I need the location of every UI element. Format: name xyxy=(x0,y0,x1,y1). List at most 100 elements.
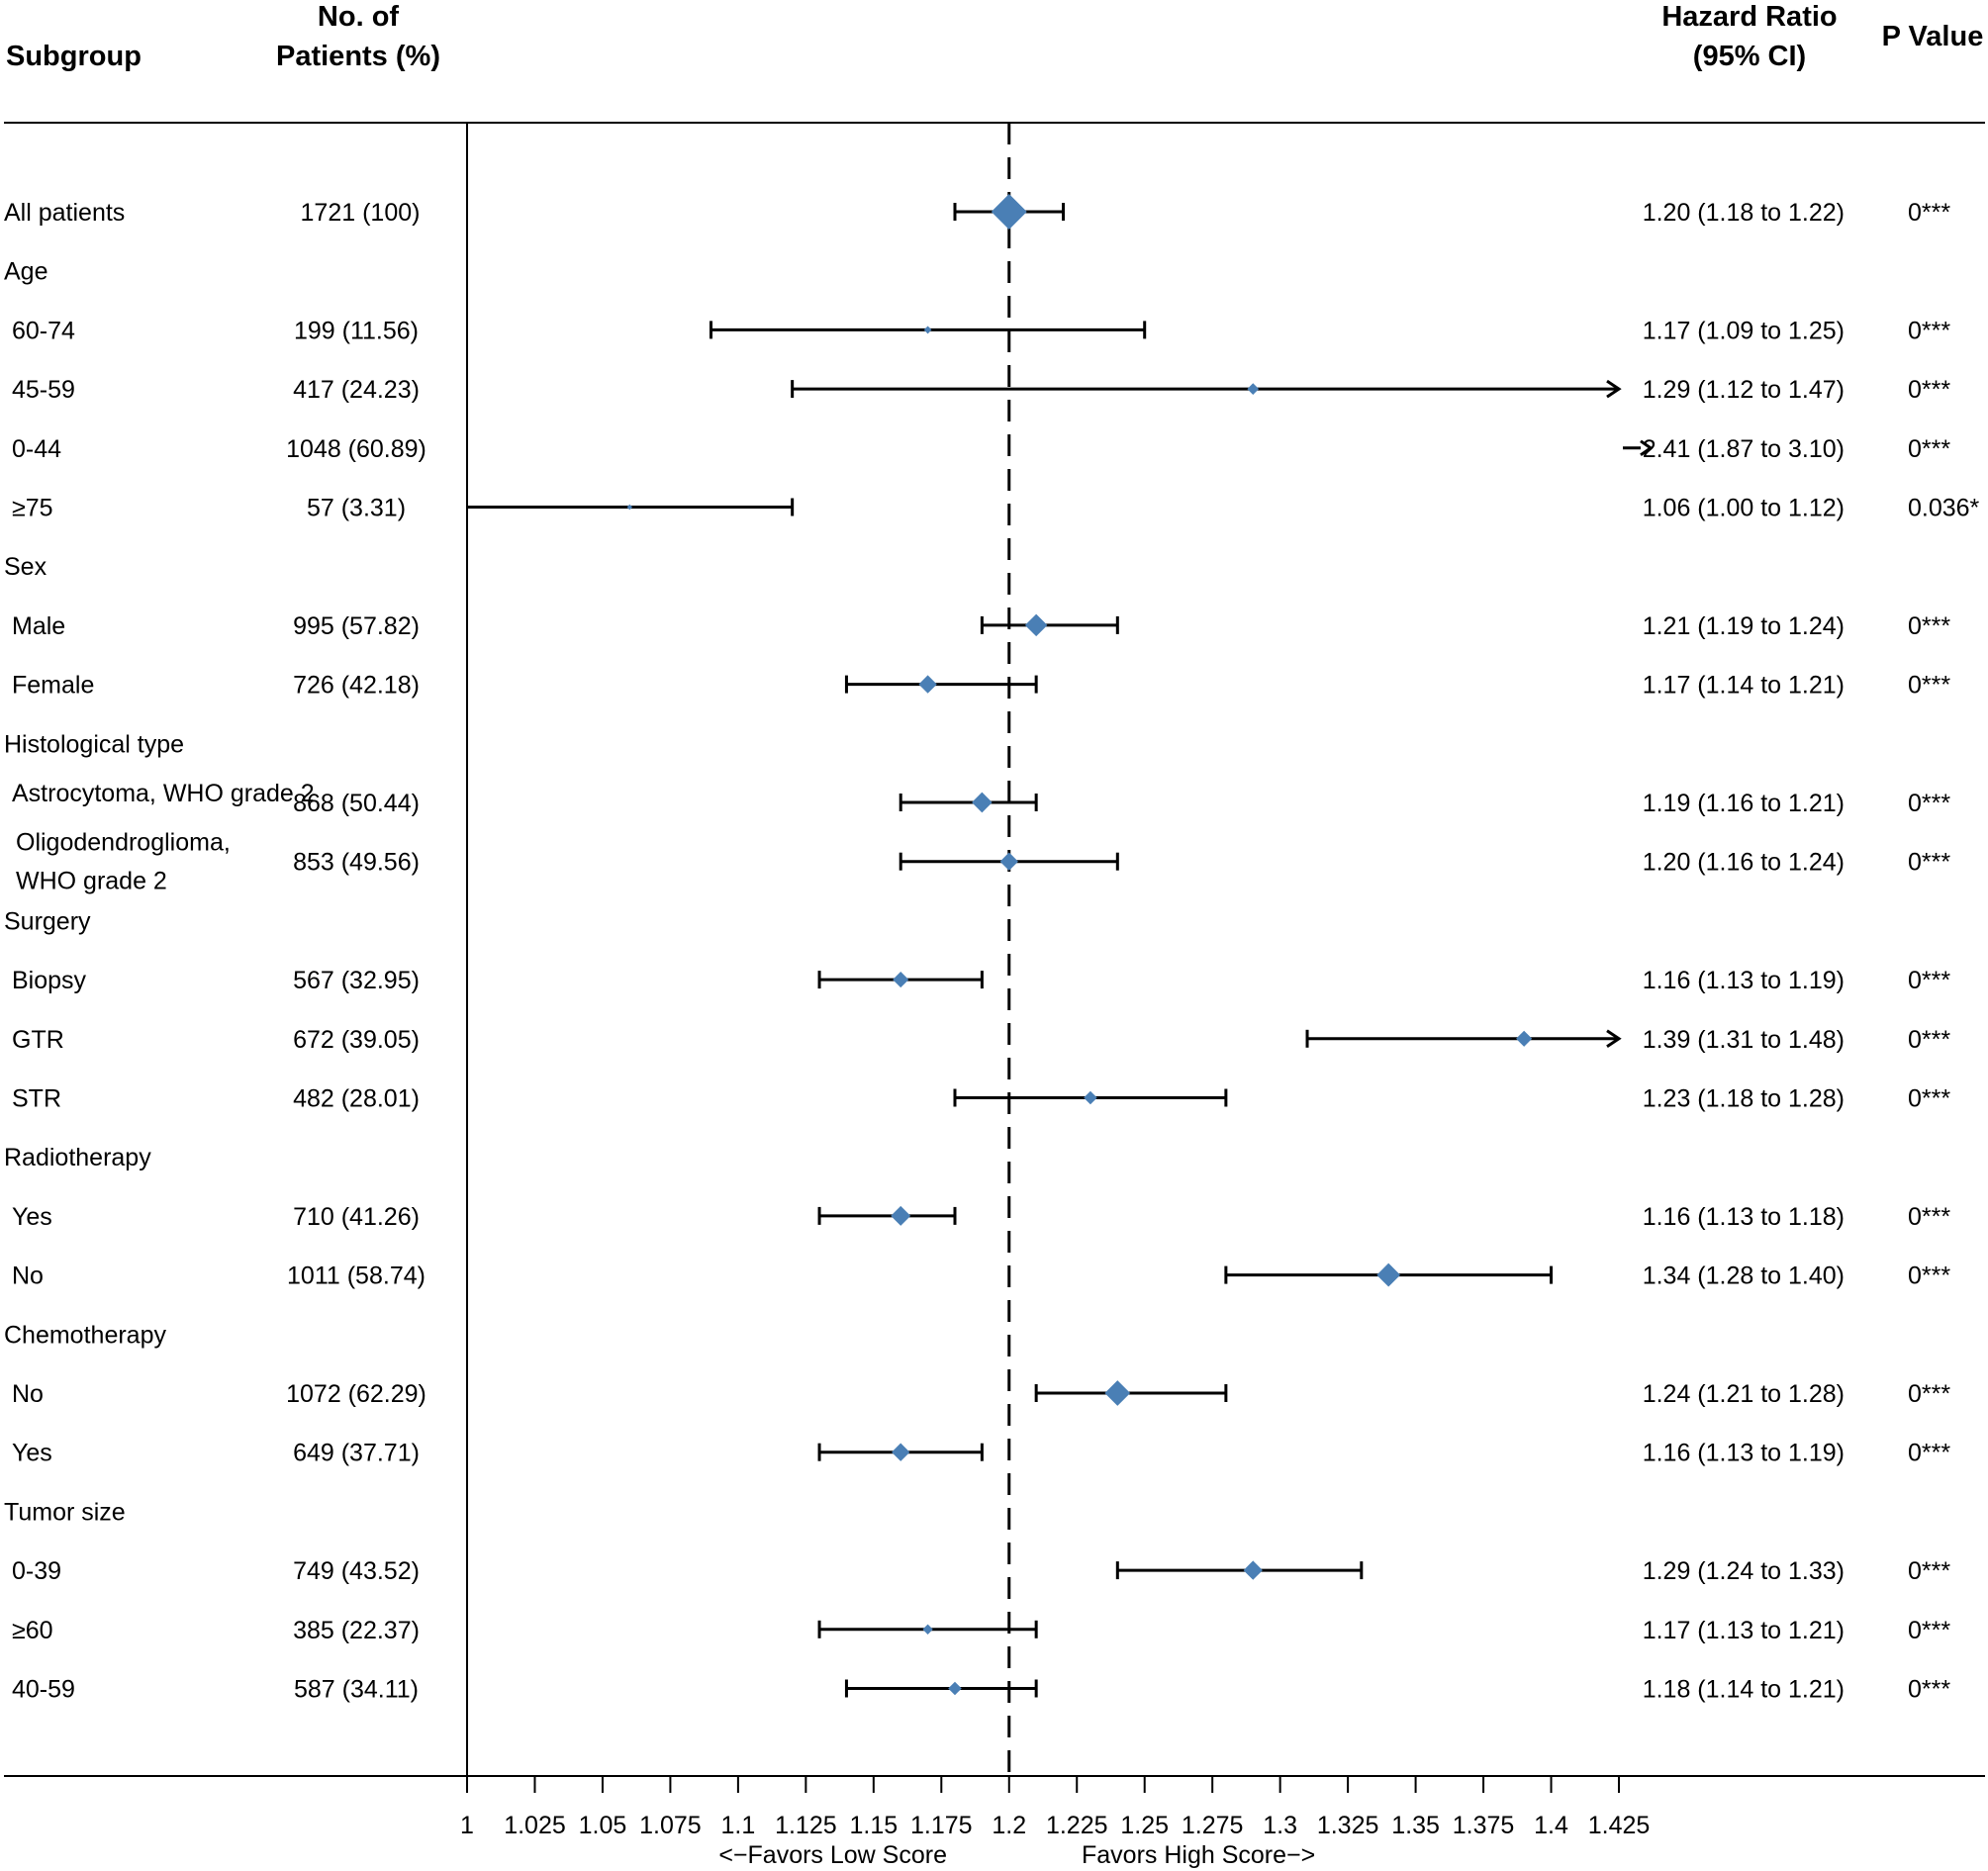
point-estimate-diamond xyxy=(1024,613,1048,637)
point-estimate-diamond xyxy=(1084,1090,1097,1105)
patients-count: 710 (41.26) xyxy=(293,1203,420,1231)
subgroup-row: STR 482 (28.01) 1.23 (1.18 to 1.28) 0*** xyxy=(12,1085,1950,1113)
subgroup-row: No 1072 (62.29) 1.24 (1.21 to 1.28) 0*** xyxy=(12,1380,1950,1408)
group-header-row: Tumor size xyxy=(4,1498,126,1526)
ci-arrow-head xyxy=(1606,379,1622,399)
subgroup-row: Yes 710 (41.26) 1.16 (1.13 to 1.18) 0*** xyxy=(12,1203,1950,1231)
hazard-ratio-ci: 1.16 (1.13 to 1.18) xyxy=(1643,1203,1845,1231)
patients-count: 57 (3.31) xyxy=(307,495,406,522)
patients-count: 749 (43.52) xyxy=(293,1557,420,1585)
x-tick-label: 1.4 xyxy=(1534,1812,1568,1839)
hazard-ratio-ci: 1.19 (1.16 to 1.21) xyxy=(1643,790,1845,817)
point-estimate-diamond xyxy=(892,1443,910,1461)
subgroup-label: 0-44 xyxy=(12,435,61,463)
x-tick-label: 1.025 xyxy=(504,1812,566,1839)
ci-arrow-head xyxy=(1640,439,1654,457)
subgroup-label: 45-59 xyxy=(12,376,75,404)
p-value: 0*** xyxy=(1908,1676,1950,1704)
subgroup-row: ≥60 385 (22.37) 1.17 (1.13 to 1.21) 0*** xyxy=(12,1617,1950,1644)
x-tick-label: 1.375 xyxy=(1453,1812,1515,1839)
point-estimate-diamond xyxy=(1516,1030,1533,1047)
header-patients-line2: Patients (%) xyxy=(276,41,440,72)
subgroup-row: 0-44 1048 (60.89) 2.41 (1.87 to 3.10) 0*** xyxy=(12,435,1950,463)
point-estimate-diamond xyxy=(1104,1380,1131,1406)
header-hr-line2: (95% CI) xyxy=(1693,41,1806,72)
x-tick-label: 1.225 xyxy=(1046,1812,1108,1839)
hazard-ratio-ci: 1.17 (1.09 to 1.25) xyxy=(1643,317,1845,344)
x-tick-label: 1.275 xyxy=(1182,1812,1244,1839)
p-value: 0*** xyxy=(1908,1026,1950,1054)
subgroup-label: ≥60 xyxy=(12,1617,53,1644)
x-tick-label: 1.05 xyxy=(579,1812,627,1839)
x-tick-label: 1.1 xyxy=(720,1812,755,1839)
point-estimate-diamond xyxy=(626,504,633,511)
rows-layer: All patients 1721 (100) 1.20 (1.18 to 1.22… xyxy=(4,194,1980,1704)
subgroup-label: Yes xyxy=(12,1440,52,1467)
subgroup-label: Biopsy xyxy=(12,967,87,994)
subgroup-row: Female 726 (42.18) 1.17 (1.14 to 1.21) 0*** xyxy=(12,672,1950,700)
p-value: 0*** xyxy=(1908,790,1950,817)
patients-count: 1048 (60.89) xyxy=(286,435,426,463)
p-value: 0*** xyxy=(1908,1085,1950,1113)
p-value: 0*** xyxy=(1908,612,1950,640)
subgroup-row: Male 995 (57.82) 1.21 (1.19 to 1.24) 0*** xyxy=(12,612,1950,640)
group-label: Radiotherapy xyxy=(4,1144,151,1171)
patients-count: 567 (32.95) xyxy=(293,967,420,994)
p-value: 0*** xyxy=(1908,199,1950,227)
group-label: Surgery xyxy=(4,907,91,935)
subgroup-label: Oligodendroglioma, xyxy=(16,829,231,857)
subgroup-label: ≥75 xyxy=(12,495,53,522)
header-pvalue: P Value xyxy=(1882,21,1984,52)
x-tick-label: 1.425 xyxy=(1588,1812,1651,1839)
p-value: 0*** xyxy=(1908,967,1950,994)
x-tick-label: 1.15 xyxy=(849,1812,898,1839)
hazard-ratio-ci: 1.20 (1.16 to 1.24) xyxy=(1643,849,1845,877)
subgroup-label: 0-39 xyxy=(12,1557,61,1585)
subgroup-label: Yes xyxy=(12,1203,52,1231)
ticks-layer: 1 1.025 1.05 1.075 1.1 1.125 1.15 1.175 1.2 1.225… xyxy=(460,1776,1650,1839)
favors-high-label: Favors High Score−> xyxy=(1082,1841,1315,1869)
patients-count: 868 (50.44) xyxy=(293,790,420,817)
patients-count: 1072 (62.29) xyxy=(286,1380,426,1408)
patients-count: 853 (49.56) xyxy=(293,849,420,877)
subgroup-row: Oligodendroglioma, WHO grade 2 853 (49.56)… xyxy=(16,829,1950,895)
patients-count: 587 (34.11) xyxy=(294,1676,419,1704)
point-estimate-diamond xyxy=(991,194,1027,230)
point-estimate-diamond xyxy=(891,1205,911,1226)
patients-count: 385 (22.37) xyxy=(293,1617,420,1644)
hazard-ratio-ci: 1.39 (1.31 to 1.48) xyxy=(1643,1026,1845,1054)
x-tick-label: 1 xyxy=(460,1812,474,1839)
group-header-row: Chemotherapy xyxy=(4,1321,166,1349)
hazard-ratio-ci: 1.24 (1.21 to 1.28) xyxy=(1643,1380,1845,1408)
patients-count: 672 (39.05) xyxy=(293,1026,420,1054)
subgroup-label: Female xyxy=(12,672,94,700)
p-value: 0*** xyxy=(1908,849,1950,877)
patients-count: 995 (57.82) xyxy=(293,612,420,640)
hazard-ratio-ci: 1.17 (1.14 to 1.21) xyxy=(1643,672,1845,700)
group-header-row: Age xyxy=(4,258,47,286)
group-label: Age xyxy=(4,258,47,286)
group-header-row: Histological type xyxy=(4,730,184,758)
subgroup-label: No xyxy=(12,1380,44,1408)
group-label: Chemotherapy xyxy=(4,1321,166,1349)
group-header-row: Sex xyxy=(4,553,47,581)
hazard-ratio-ci: 1.18 (1.14 to 1.21) xyxy=(1643,1676,1845,1704)
x-tick-label: 1.175 xyxy=(910,1812,973,1839)
ci-arrow-head xyxy=(1606,1029,1622,1049)
subgroup-label: No xyxy=(12,1263,44,1290)
point-estimate-diamond xyxy=(999,852,1018,871)
subgroup-label: Male xyxy=(12,612,65,640)
p-value: 0*** xyxy=(1908,1263,1950,1290)
point-estimate-diamond xyxy=(918,675,937,694)
header-patients-line1: No. of xyxy=(318,1,399,33)
hazard-ratio-ci: 1.06 (1.00 to 1.12) xyxy=(1643,495,1845,522)
patients-count: 482 (28.01) xyxy=(293,1085,420,1113)
subgroup-row: Yes 649 (37.71) 1.16 (1.13 to 1.19) 0*** xyxy=(12,1440,1950,1467)
point-estimate-diamond xyxy=(923,326,932,334)
group-label: Sex xyxy=(4,553,47,581)
patients-count: 417 (24.23) xyxy=(293,376,420,404)
hazard-ratio-ci: 1.20 (1.18 to 1.22) xyxy=(1643,199,1845,227)
x-tick-label: 1.325 xyxy=(1317,1812,1379,1839)
